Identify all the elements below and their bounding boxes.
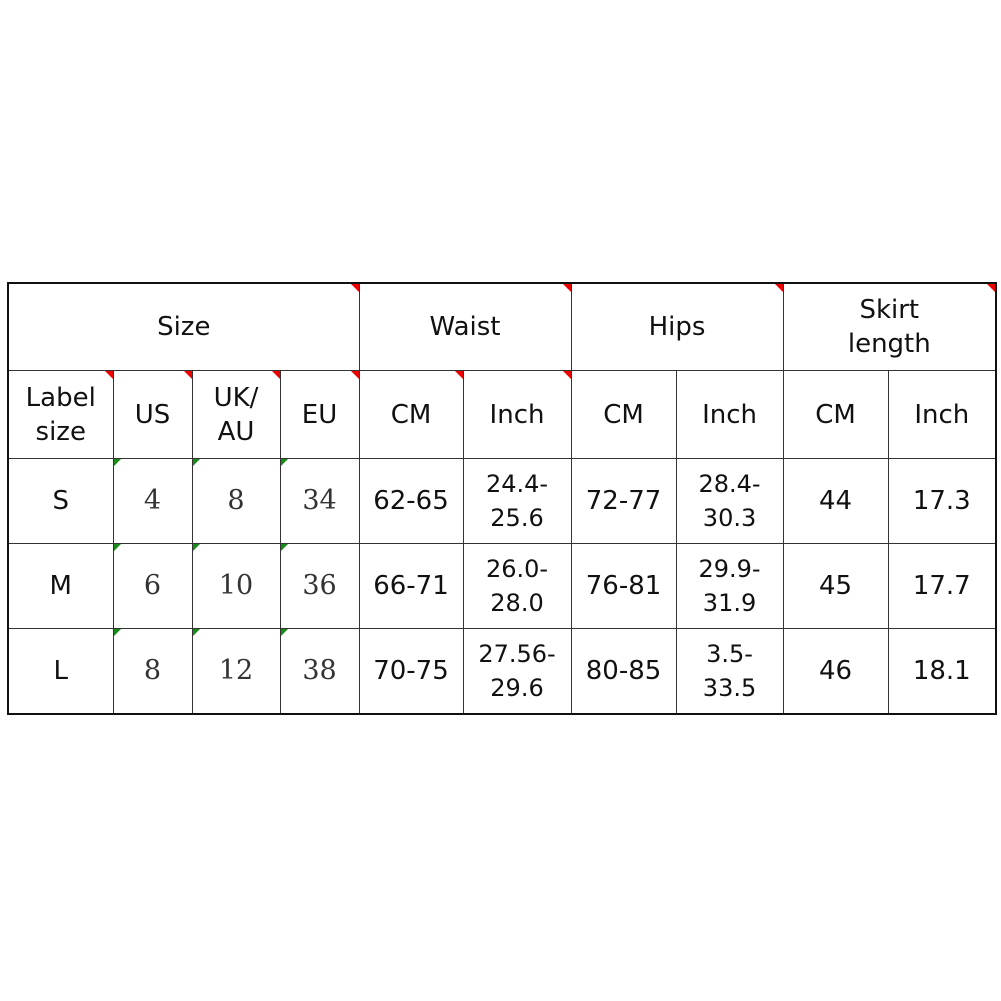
sub-header-cell: CM	[570, 370, 677, 459]
table-cell: 66-71	[358, 543, 464, 629]
sub-header-cell: CM	[782, 370, 889, 459]
table-cell: 28.4- 30.3	[675, 458, 784, 544]
header-hips: Hips	[570, 282, 784, 371]
table-cell: 76-81	[570, 543, 677, 629]
table-cell: 26.0- 28.0	[462, 543, 572, 629]
sub-header-cell: US	[112, 370, 193, 459]
table-cell: 27.56- 29.6	[462, 628, 572, 715]
table-cell: 4	[112, 458, 193, 544]
table-cell: 36	[279, 543, 360, 629]
header-skirt-length: Skirt length	[782, 282, 997, 371]
table-cell: 45	[782, 543, 889, 629]
table-cell: 46	[782, 628, 889, 715]
table-cell: 18.1	[887, 628, 997, 715]
header-size: Size	[7, 282, 360, 371]
table-cell: 8	[112, 628, 193, 715]
table-cell: 17.7	[887, 543, 997, 629]
table-cell: M	[7, 543, 114, 629]
sub-header-cell: CM	[358, 370, 464, 459]
sub-header-cell: UK/AU	[191, 370, 281, 459]
table-row: M 6 10 36 66-71 26.0- 28.0 76-81 29.9- 31.9 45 17.7	[7, 543, 997, 629]
table-cell: 29.9- 31.9	[675, 543, 784, 629]
table-cell: 44	[782, 458, 889, 544]
table-cell: 70-75	[358, 628, 464, 715]
table-cell: 12	[191, 628, 281, 715]
table-cell: 17.3	[887, 458, 997, 544]
sub-header-cell: Label size	[7, 370, 114, 459]
table-cell: 3.5- 33.5	[675, 628, 784, 715]
header-waist: Waist	[358, 282, 572, 371]
table-row: S 4 8 34 62-65 24.4- 25.6 72-77 28.4- 30.3 44 17.3	[7, 458, 997, 544]
size-chart-table: Size Waist Hips Skirt length Label size US UK/AU…	[7, 282, 998, 715]
header-group-row: Size Waist Hips Skirt length	[7, 282, 997, 371]
table-cell: L	[7, 628, 114, 715]
sub-header-cell: Inch	[462, 370, 572, 459]
sub-header-cell: Inch	[887, 370, 997, 459]
sub-header-cell: EU	[279, 370, 360, 459]
table-cell: 72-77	[570, 458, 677, 544]
sub-header-row: Label size US UK/AU EU CM Inch CM Inch CM Inch	[7, 370, 997, 459]
table-cell: 24.4- 25.6	[462, 458, 572, 544]
table-row: L 8 12 38 70-75 27.56- 29.6 80-85 3.5- 33.5 46 18.1	[7, 628, 997, 715]
table-cell: 8	[191, 458, 281, 544]
sub-header-cell: Inch	[675, 370, 784, 459]
table-cell: 34	[279, 458, 360, 544]
table-cell: 80-85	[570, 628, 677, 715]
table-cell: 10	[191, 543, 281, 629]
table-cell: 62-65	[358, 458, 464, 544]
table-cell: 38	[279, 628, 360, 715]
table-cell: S	[7, 458, 114, 544]
table-cell: 6	[112, 543, 193, 629]
